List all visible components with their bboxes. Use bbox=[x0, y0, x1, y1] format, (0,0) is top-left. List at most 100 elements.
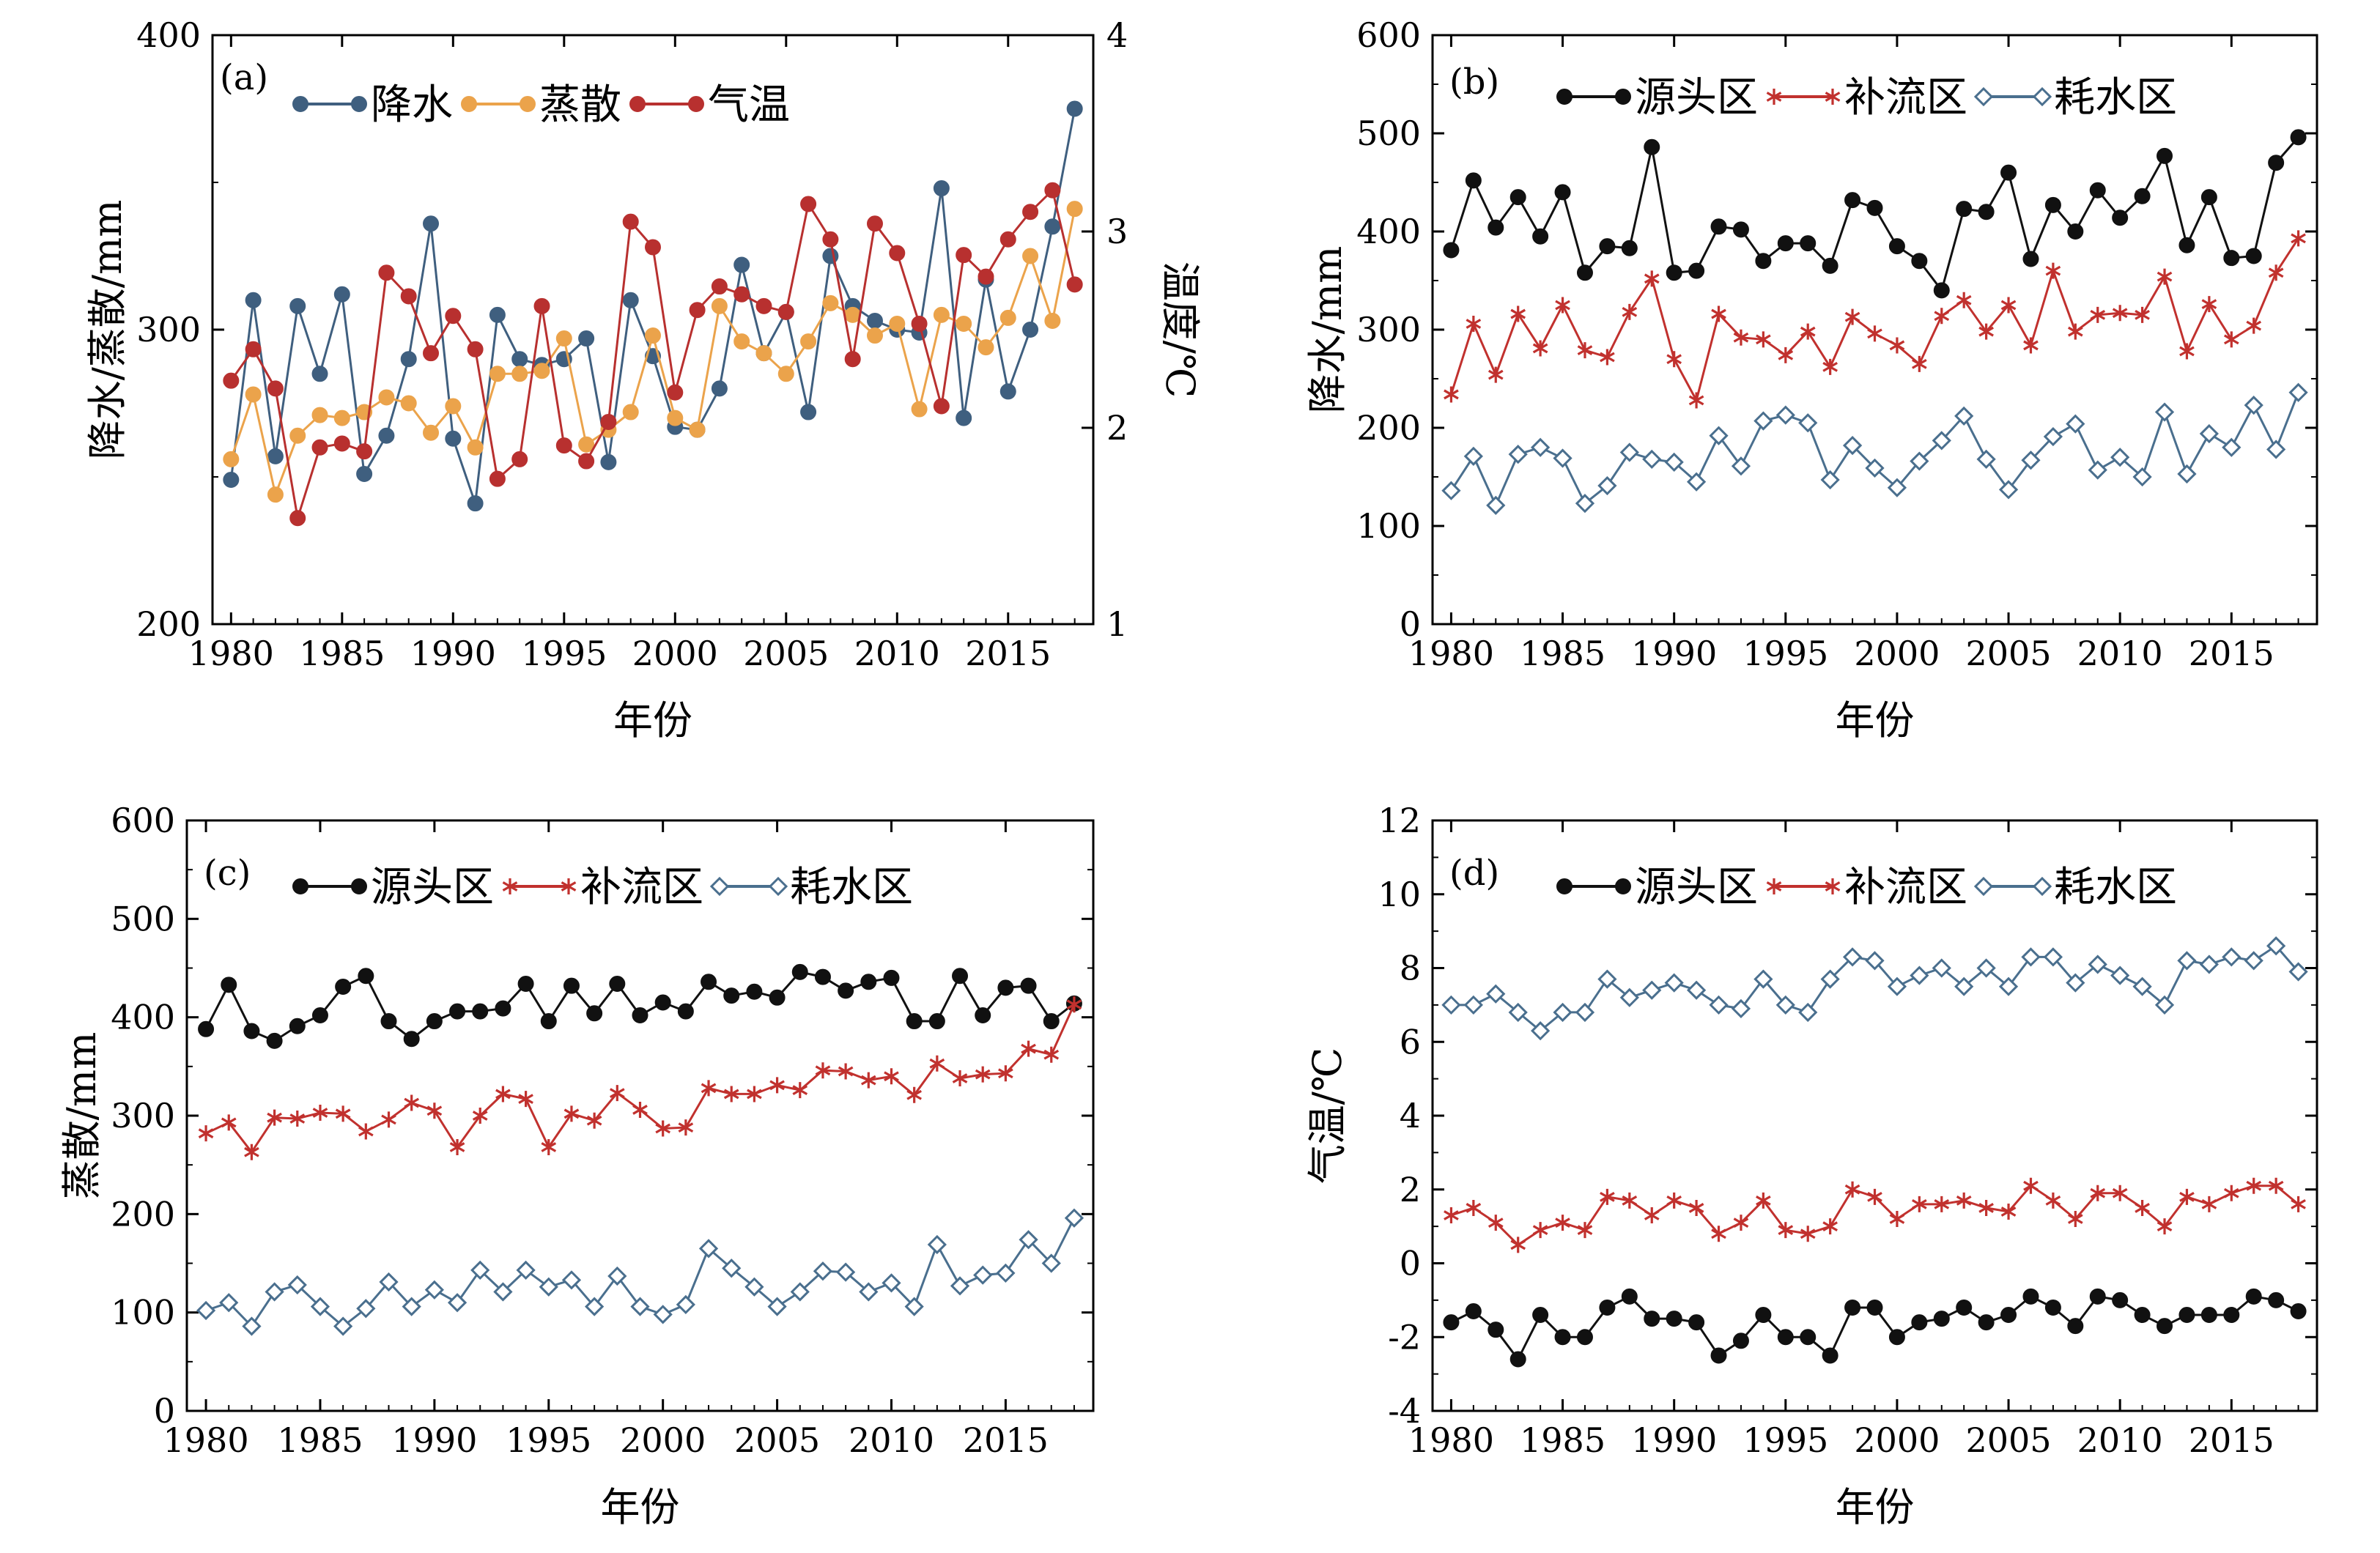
data-point bbox=[223, 451, 240, 467]
data-point bbox=[744, 1277, 764, 1297]
y-tick-label: 300 bbox=[136, 310, 201, 349]
data-point bbox=[333, 435, 350, 452]
data-point bbox=[678, 1119, 694, 1136]
data-point bbox=[1465, 172, 1482, 189]
panel-a: 1980 1985 1990 1995 2000 2005 2010 2015 200 300 40… bbox=[84, 15, 1203, 744]
data-point bbox=[1599, 1299, 1616, 1316]
data-point bbox=[996, 1263, 1016, 1283]
data-point bbox=[1576, 264, 1593, 281]
data-point bbox=[815, 1062, 831, 1079]
data-point bbox=[1644, 1311, 1660, 1327]
data-point bbox=[978, 268, 994, 285]
data-point bbox=[860, 1072, 876, 1089]
data-point bbox=[2246, 317, 2262, 334]
legend-label: 补流区 bbox=[580, 864, 703, 911]
y-axis-label: 气温/℃ bbox=[1304, 1048, 1350, 1185]
data-point bbox=[1064, 1208, 1084, 1228]
data-point bbox=[1553, 1002, 1572, 1023]
data-point bbox=[2179, 1188, 2195, 1205]
data-point bbox=[767, 1297, 787, 1316]
data-point bbox=[978, 339, 994, 356]
x-tick-label: 2015 bbox=[965, 634, 1051, 673]
series-2 bbox=[198, 996, 1082, 1160]
data-point bbox=[2110, 965, 2130, 985]
data-point bbox=[975, 1007, 991, 1023]
data-point bbox=[2044, 196, 2061, 213]
data-point bbox=[1575, 494, 1595, 514]
legend-item: 源头区 bbox=[1556, 74, 1758, 122]
data-point bbox=[447, 1293, 468, 1313]
data-point bbox=[1956, 292, 1972, 308]
legend-marker bbox=[461, 96, 477, 112]
data-point bbox=[1041, 1253, 1061, 1273]
x-tick-label: 2005 bbox=[1966, 1420, 2052, 1460]
data-point bbox=[956, 409, 972, 426]
y-axis-label: 降水/mm bbox=[1304, 246, 1350, 414]
data-point bbox=[813, 1261, 833, 1281]
data-point bbox=[2200, 1307, 2217, 1324]
y-tick-label: 8 bbox=[1400, 949, 1421, 988]
data-point bbox=[223, 472, 240, 489]
panel-label: (b) bbox=[1449, 62, 1499, 103]
data-point bbox=[1666, 1311, 1682, 1327]
data-point bbox=[883, 969, 900, 986]
data-point bbox=[219, 1293, 239, 1313]
data-point bbox=[2090, 306, 2106, 323]
data-point bbox=[1466, 315, 1482, 332]
data-point bbox=[836, 1262, 856, 1282]
panel-d: 1980 1985 1990 1995 2000 2005 2010 2015 -4 -2 0 2 4 6… bbox=[1304, 801, 2318, 1530]
y-tick-label: 500 bbox=[1356, 114, 1421, 153]
data-point bbox=[555, 330, 572, 347]
data-point bbox=[1486, 495, 1506, 515]
data-point bbox=[2023, 1177, 2039, 1194]
data-point bbox=[1688, 262, 1705, 279]
series-line bbox=[229, 108, 1076, 504]
legend: 源头区 补流区 耗水区 bbox=[1556, 74, 2177, 122]
data-point bbox=[245, 292, 262, 308]
y-tick-label: 0 bbox=[154, 1391, 175, 1431]
data-point bbox=[2154, 402, 2175, 422]
data-point bbox=[1688, 392, 1704, 409]
data-point bbox=[1666, 264, 1682, 281]
data-point bbox=[1956, 1299, 1973, 1316]
data-point bbox=[311, 1007, 328, 1023]
data-point bbox=[1844, 1299, 1861, 1316]
data-point bbox=[1777, 235, 1794, 252]
data-point bbox=[927, 1234, 947, 1255]
data-point bbox=[198, 1125, 214, 1142]
data-point bbox=[2200, 189, 2217, 206]
data-point bbox=[975, 1066, 991, 1083]
x-tick-label: 2000 bbox=[1854, 1420, 1940, 1460]
data-point bbox=[289, 1018, 306, 1034]
data-point bbox=[472, 1003, 489, 1020]
data-point bbox=[578, 330, 595, 347]
data-point bbox=[1576, 1329, 1593, 1346]
data-point bbox=[1510, 1237, 1526, 1253]
data-point bbox=[563, 977, 580, 994]
data-point bbox=[1753, 411, 1773, 431]
data-point bbox=[1753, 969, 1773, 989]
data-point bbox=[1932, 431, 1951, 451]
data-point bbox=[701, 974, 717, 990]
data-point bbox=[445, 398, 462, 415]
data-point bbox=[2222, 437, 2242, 457]
data-point bbox=[1912, 1196, 1927, 1212]
data-point bbox=[1532, 1222, 1548, 1239]
data-point bbox=[289, 297, 306, 314]
data-point bbox=[2022, 1288, 2039, 1305]
data-point bbox=[792, 1082, 808, 1099]
data-point bbox=[956, 247, 972, 264]
data-point bbox=[403, 1031, 420, 1048]
y2-axis-label: 温度/℃ bbox=[1157, 262, 1203, 399]
data-point bbox=[1066, 996, 1082, 1013]
data-point bbox=[1553, 448, 1572, 468]
data-point bbox=[1044, 218, 1061, 235]
legend-marker bbox=[502, 878, 518, 894]
data-point bbox=[2112, 1291, 2129, 1308]
data-point bbox=[723, 1086, 739, 1102]
data-point bbox=[1844, 192, 1861, 209]
data-point bbox=[243, 1023, 260, 1039]
data-point bbox=[2246, 1177, 2262, 1194]
y-tick-label: 0 bbox=[1400, 604, 1421, 644]
y-tick-label: -4 bbox=[1388, 1391, 1421, 1431]
